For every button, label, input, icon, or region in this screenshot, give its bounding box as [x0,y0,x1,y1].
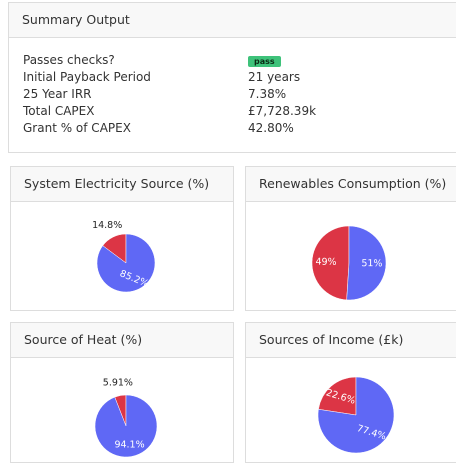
row-value: pass [248,53,281,67]
row-label: 25 Year IRR [23,87,92,101]
chart-card: Sources of Income (£k) 22.6% 77.4% [245,322,456,463]
pie-slice [318,376,357,416]
row-label: Grant % of CAPEX [23,121,131,135]
row-value: £7,728.39k [248,104,317,118]
chart-title: Renewables Consumption (%) [246,167,456,202]
chart-card: System Electricity Source (%) 14.8% 85.2% [10,166,234,311]
row-value: 7.38% [248,87,287,101]
row-label: Total CAPEX [23,104,95,118]
pie-slice [311,225,350,301]
summary-title: Summary Output [9,3,456,38]
chart: 5.91% 94.1% [94,377,158,458]
pie-slice [346,225,387,301]
slice-label: 94.1% [114,439,144,450]
chart: 49% 51% [311,225,387,301]
pie-slice [317,376,395,454]
chart-card: Source of Heat (%) 5.91% 94.1% [10,322,234,463]
row-label: Passes checks? [23,53,115,67]
pie-slice [94,394,158,458]
slice-label: 5.91% [103,377,133,388]
chart: 22.6%77.4% [317,376,395,454]
row-value: 42.80% [248,121,294,135]
summary-panel: Summary Output Passes checks? pass Initial… [8,2,456,153]
chart-title: Source of Heat (%) [11,323,233,358]
chart: 14.8%85.2% [92,220,156,293]
chart-title: System Electricity Source (%) [11,167,233,202]
row-value: 21 years [248,70,301,84]
slice-label: 49% [315,257,336,268]
row-label: Initial Payback Period [23,70,151,84]
status-badge: pass [248,56,281,67]
chart-card: Renewables Consumption (%) 49% 51% [245,166,456,311]
pie-slice [96,233,156,293]
chart-title: Sources of Income (£k) [246,323,456,358]
slice-label: 51% [361,258,382,269]
slice-label: 14.8% [92,220,122,231]
